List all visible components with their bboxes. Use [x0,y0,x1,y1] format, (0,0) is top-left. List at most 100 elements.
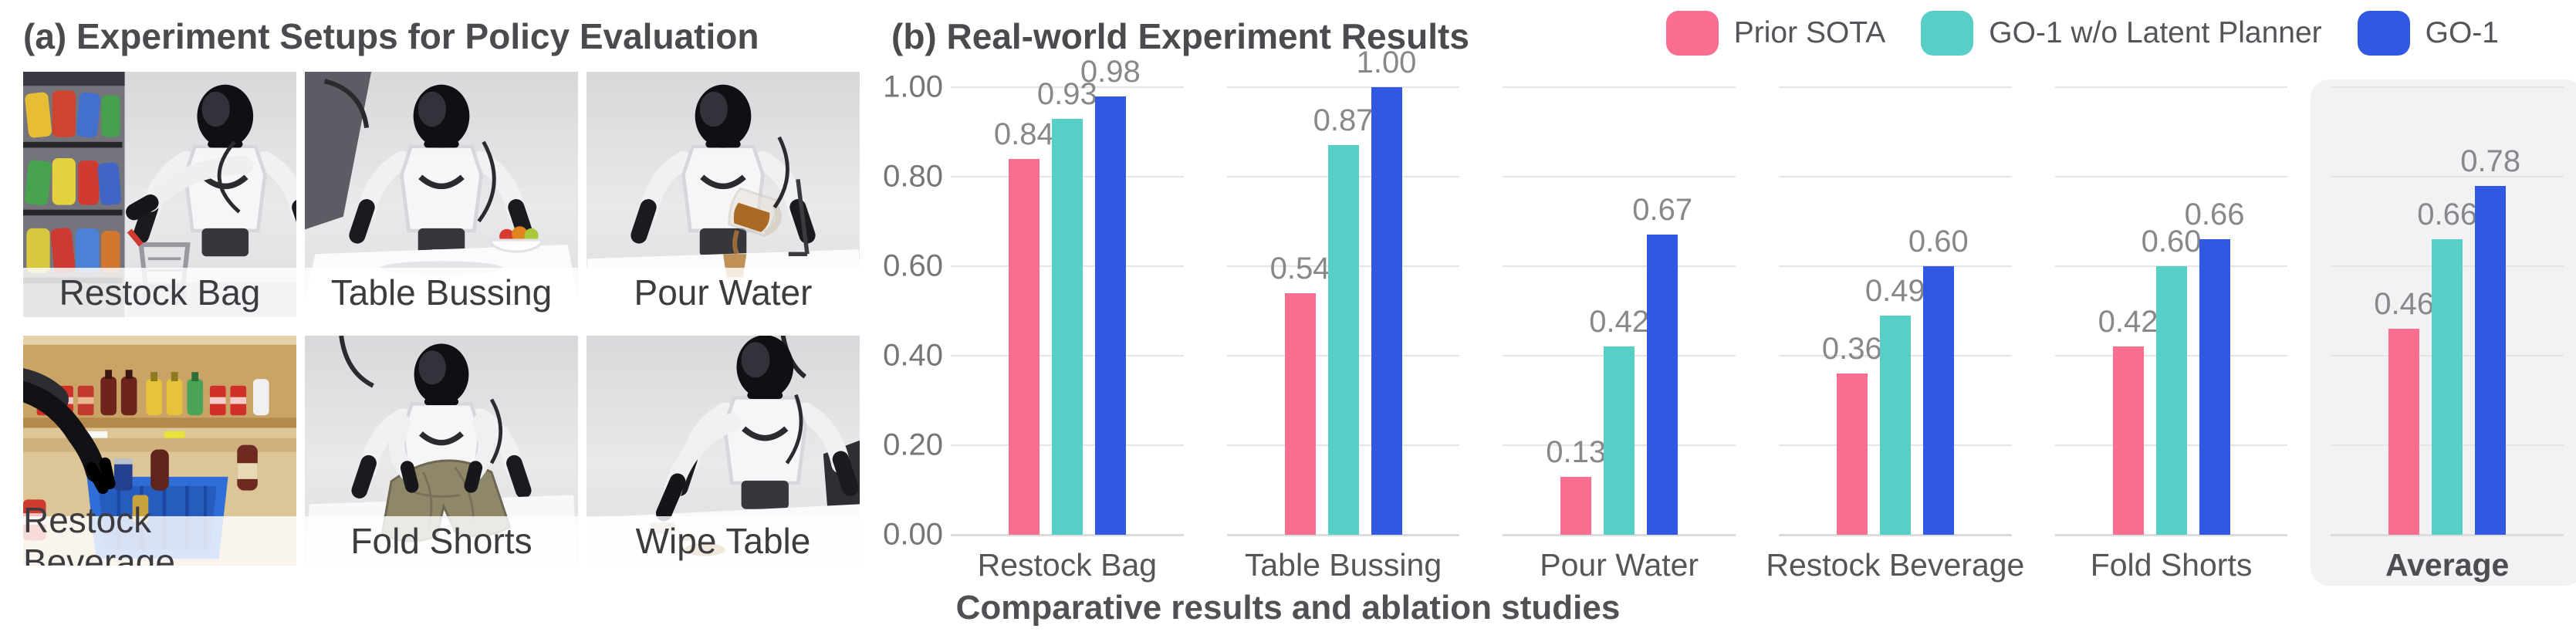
x-axis-baseline [951,534,1184,536]
bar-go-1 [1647,235,1678,535]
bar-go-1-w-o-latent-planner [1051,118,1083,535]
y-axis-tick-label: 0.60 [883,248,943,283]
bar-wrap: 1.00 [1357,46,1416,535]
bar-value-label: 0.49 [1864,273,1925,308]
legend-item: Prior SOTA [1665,11,1886,56]
x-axis-baseline [1503,534,1736,536]
gridline [1779,86,2012,88]
photo-restock-beverage: Restock Beverage [23,336,296,566]
bar-group: 0.46 0.66 0.78 [2331,87,2564,535]
x-axis-category-label: Restock Bag [977,547,1158,583]
bar-wrap: 0.66 [2417,87,2477,535]
bar-wrap: 0.54 [1270,87,1330,535]
bar-wrap: 0.93 [1037,77,1097,535]
bar-wrap: 0.84 [994,87,1054,535]
bar-wrap: 0.87 [1313,87,1373,535]
legend-label: GO-1 [2425,16,2499,49]
photo-label-fold-shorts: Fold Shorts [305,516,578,566]
legend-label: GO-1 w/o Latent Planner [1989,16,2322,49]
legend-label: Prior SOTA [1733,16,1886,49]
chart-group-table-bussing: 0.54 0.87 1.00 Table Bussing [1226,46,1460,583]
bar-go-1 [2199,239,2230,535]
x-axis-baseline [1779,534,2012,536]
bar-chart: 0.84 0.93 0.98 Restock Bag 0.54 0.87 1.00 Table… [951,46,2576,586]
bar-value-label: 0.42 [1589,305,1650,340]
bar-value-label: 0.54 [1269,251,1330,286]
bar-go-1-w-o-latent-planner [1327,145,1359,535]
bar-prior-sota [1836,373,1868,535]
bar-group: 0.13 0.42 0.67 [1503,87,1736,535]
y-axis-tick-label: 0.00 [883,517,943,552]
x-axis-category-label: Average [2385,547,2510,583]
bar-group: 0.84 0.93 0.98 [951,55,1184,535]
gridline [2054,86,2288,88]
x-axis-category-label: Fold Shorts [2090,547,2253,583]
bar-value-label: 0.36 [1821,332,1882,367]
bar-value-label: 0.67 [1632,193,1693,228]
chart-group-restock-beverage: 0.36 0.49 0.60 Restock Beverage [1766,86,2024,583]
legend-swatch-icon [1665,11,1719,56]
bar-wrap: 0.60 [2142,87,2201,535]
gridline [1779,176,2012,177]
bar-group: 0.54 0.87 1.00 [1227,46,1460,535]
x-axis-category-label: Table Bussing [1244,547,1442,583]
bar-go-1-w-o-latent-planner [2432,239,2463,535]
bar-wrap: 0.60 [1908,87,1969,535]
bar-go-1-w-o-latent-planner [1604,346,1635,535]
photo-wipe-table: Wipe Table [587,336,860,566]
gridline [1503,86,1736,88]
bar-value-label: 1.00 [1356,46,1417,79]
chart-group-restock-bag: 0.84 0.93 0.98 Restock Bag [951,55,1184,583]
gridline [2331,176,2564,177]
bar-wrap: 0.98 [1080,55,1141,535]
bar-wrap: 0.36 [1822,87,1882,535]
bar-value-label: 0.84 [993,117,1054,151]
y-axis: 1.00 0.80 0.60 0.40 0.20 0.00 [840,70,943,552]
chart-group-fold-shorts: 0.42 0.60 0.66 Fold Shorts [2054,86,2288,583]
photo-table-bussing: Table Bussing [305,72,578,317]
bar-go-1 [1922,266,1954,535]
y-axis-tick-label: 1.00 [883,69,943,104]
y-axis-tick-label: 0.80 [883,159,943,194]
photo-label-pour-water: Pour Water [587,268,860,317]
panel-b-title: (b) Real-world Experiment Results [891,16,1469,56]
legend-swatch-icon [2357,11,2410,56]
bar-wrap: 0.66 [2185,87,2244,535]
photo-label-restock-bag: Restock Bag [23,268,296,317]
bar-prior-sota [1284,292,1316,535]
chart-group-average: 0.46 0.66 0.78 Average [2311,79,2576,586]
gridline [2054,176,2288,177]
bar-go-1 [1094,96,1126,535]
x-axis-baseline [2331,534,2564,536]
bar-value-label: 0.87 [1313,103,1374,138]
legend-item: GO-1 w/o Latent Planner [1921,11,2322,56]
bar-group: 0.42 0.60 0.66 [2055,87,2288,535]
bar-wrap: 0.67 [1632,87,1692,535]
gridline [1226,86,1460,88]
bar-go-1-w-o-latent-planner [2155,266,2187,535]
bar-value-label: 0.13 [1546,434,1607,469]
bar-value-label: 0.98 [1080,54,1141,89]
bar-prior-sota [1560,476,1592,535]
experiment-photo-grid: Restock Bag Table Bussing [23,72,860,566]
gridline [1503,176,1736,177]
bar-value-label: 0.78 [2460,144,2521,178]
bar-value-label: 0.66 [2417,198,2478,232]
bar-go-1-w-o-latent-planner [1879,315,1911,535]
legend-swatch-icon [1921,11,1974,56]
x-axis-category-label: Pour Water [1540,547,1699,583]
bar-value-label: 0.42 [2098,305,2158,340]
x-axis-category-label: Restock Beverage [1766,547,2025,583]
bar-wrap: 0.42 [2098,87,2158,535]
photo-restock-bag: Restock Bag [23,72,296,317]
y-axis-tick-label: 0.20 [883,427,943,462]
y-axis-tick-label: 0.40 [883,338,943,373]
chart-group-pour-water: 0.13 0.42 0.67 Pour Water [1503,86,1736,583]
bar-group: 0.36 0.49 0.60 [1779,87,2012,535]
bar-prior-sota [1008,158,1040,535]
photo-fold-shorts: Fold Shorts [305,336,578,566]
gridline [1779,265,2012,267]
bar-value-label: 0.60 [2141,225,2202,258]
bar-value-label: 0.66 [2184,198,2245,232]
gridline [1503,265,1736,267]
